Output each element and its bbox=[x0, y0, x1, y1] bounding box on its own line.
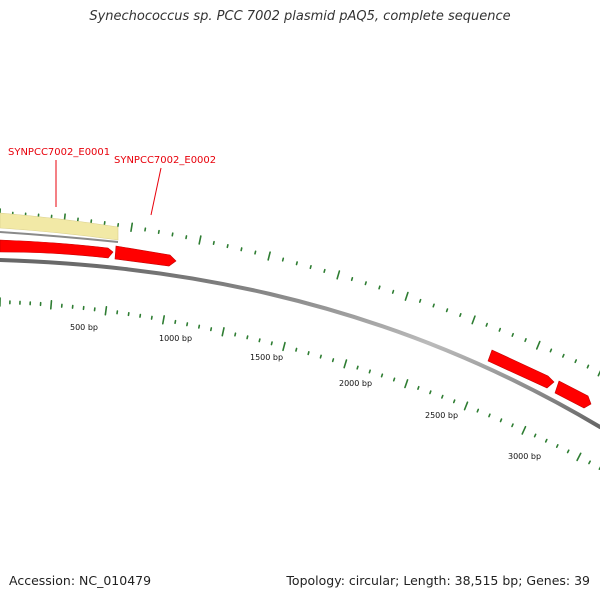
map-title: Synechococcus sp. PCC 7002 plasmid pAQ5,… bbox=[89, 9, 511, 24]
accession-text: Accession: NC_010479 bbox=[9, 573, 152, 588]
scale-label-1500: 1500 bp bbox=[250, 353, 283, 362]
inner-ring-minor-tick bbox=[186, 322, 189, 327]
outer-tick-ring bbox=[0, 208, 600, 377]
inner-ring-minor-tick bbox=[307, 351, 310, 356]
inner-ring-minor-tick bbox=[441, 394, 444, 399]
scale-label-2000: 2000 bp bbox=[339, 379, 372, 388]
outer-ring-minor-tick bbox=[391, 289, 395, 294]
inner-ring-minor-tick bbox=[380, 373, 384, 378]
plasmid-backbone bbox=[0, 258, 600, 429]
outer-ring-minor-tick bbox=[432, 303, 435, 308]
outer-ring-minor-tick bbox=[574, 359, 578, 364]
inner-ring-minor-tick bbox=[544, 438, 548, 443]
scale-label-2500: 2500 bp bbox=[425, 411, 458, 420]
inner-ring-minor-tick bbox=[198, 324, 201, 329]
inner-ring-major-tick bbox=[343, 359, 348, 369]
inner-ring-minor-tick bbox=[511, 423, 514, 428]
outer-ring-minor-tick bbox=[459, 313, 462, 318]
outer-ring-major-tick bbox=[404, 291, 409, 301]
inner-ring-minor-tick bbox=[555, 444, 559, 448]
inner-ring-minor-tick bbox=[429, 390, 432, 395]
inner-ring-major-tick bbox=[161, 315, 165, 325]
inner-ring-minor-tick bbox=[295, 347, 298, 352]
outer-ring-major-tick bbox=[198, 235, 202, 245]
inner-ring-minor-tick bbox=[566, 449, 570, 454]
inner-ring-minor-tick bbox=[476, 408, 480, 413]
inner-ring-minor-tick bbox=[499, 418, 503, 423]
gene-label-e0001[interactable]: SYNPCC7002_E0001 bbox=[8, 147, 110, 158]
gene-arrow-e0002[interactable] bbox=[114, 245, 177, 267]
inner-ring-minor-tick bbox=[209, 327, 213, 332]
inner-ring-minor-tick bbox=[368, 369, 371, 374]
inner-ring-major-tick bbox=[49, 300, 53, 310]
outer-ring-minor-tick bbox=[281, 257, 285, 262]
inner-ring-major-tick bbox=[282, 341, 286, 352]
outer-ring-minor-tick bbox=[226, 243, 229, 249]
inner-scale-ring bbox=[0, 297, 600, 470]
inner-ring-major-tick bbox=[104, 306, 108, 316]
outer-ring-minor-tick bbox=[185, 235, 188, 240]
outer-ring-minor-tick bbox=[350, 276, 354, 282]
outer-ring-minor-tick bbox=[295, 261, 298, 266]
inner-ring-minor-tick bbox=[356, 365, 359, 370]
topology-summary: Topology: circular; Length: 38,515 bp; G… bbox=[286, 573, 590, 588]
inner-ring-major-tick bbox=[221, 327, 225, 337]
inner-ring-minor-tick bbox=[588, 460, 591, 465]
outer-ring-minor-tick bbox=[511, 332, 514, 337]
outer-ring-minor-tick bbox=[240, 247, 243, 252]
inner-ring-minor-tick bbox=[331, 358, 335, 363]
outer-ring-major-tick bbox=[130, 222, 134, 232]
outer-ring-minor-tick bbox=[378, 285, 381, 290]
outer-ring-minor-tick bbox=[498, 327, 502, 332]
outer-ring-minor-tick bbox=[485, 322, 488, 327]
selected-gene-highlight[interactable] bbox=[0, 212, 119, 241]
outer-ring-minor-tick bbox=[549, 348, 553, 353]
inner-ring-major-tick bbox=[404, 379, 409, 389]
outer-ring-major-tick bbox=[535, 340, 541, 350]
inner-ring-minor-tick bbox=[246, 335, 249, 340]
inner-ring-minor-tick bbox=[258, 338, 261, 343]
gene-label-e0002[interactable]: SYNPCC7002_E0002 bbox=[114, 155, 216, 166]
outer-ring-major-tick bbox=[267, 251, 271, 261]
scale-label-500: 500 bp bbox=[70, 323, 98, 332]
outer-ring-minor-tick bbox=[562, 353, 565, 358]
outer-ring-minor-tick bbox=[323, 268, 326, 273]
outer-ring-minor-tick bbox=[254, 250, 257, 255]
outer-ring-minor-tick bbox=[212, 240, 215, 246]
outer-ring-minor-tick bbox=[418, 298, 422, 303]
inner-ring-minor-tick bbox=[234, 332, 237, 337]
scale-label-3000: 3000 bp bbox=[508, 452, 541, 461]
outer-ring-minor-tick bbox=[364, 281, 367, 286]
outer-ring-minor-tick bbox=[445, 308, 449, 313]
inner-ring-minor-tick bbox=[319, 354, 322, 359]
inner-ring-minor-tick bbox=[488, 413, 491, 418]
inner-ring-minor-tick bbox=[452, 399, 456, 404]
outer-ring-minor-tick bbox=[309, 264, 312, 270]
outer-ring-minor-tick bbox=[586, 364, 590, 369]
inner-ring-minor-tick bbox=[270, 341, 273, 346]
highlight-baseline bbox=[0, 231, 119, 243]
gene-arrow-4[interactable] bbox=[554, 380, 592, 409]
inner-ring-major-tick bbox=[521, 425, 527, 435]
scale-label-1000: 1000 bp bbox=[159, 334, 192, 343]
inner-ring-major-tick bbox=[576, 452, 582, 462]
inner-ring-minor-tick bbox=[533, 433, 537, 438]
gene-arrow-e0001[interactable] bbox=[0, 239, 114, 259]
inner-ring-minor-tick bbox=[417, 385, 420, 390]
gene-label-leader-e0002 bbox=[150, 167, 162, 216]
inner-ring-major-tick bbox=[463, 401, 469, 411]
outer-ring-major-tick bbox=[336, 270, 341, 280]
gene-arrow-3[interactable] bbox=[487, 349, 555, 389]
outer-ring-major-tick bbox=[471, 315, 476, 325]
inner-ring-minor-tick bbox=[392, 377, 396, 382]
outer-ring-major-tick bbox=[597, 370, 600, 377]
outer-ring-minor-tick bbox=[524, 338, 527, 343]
